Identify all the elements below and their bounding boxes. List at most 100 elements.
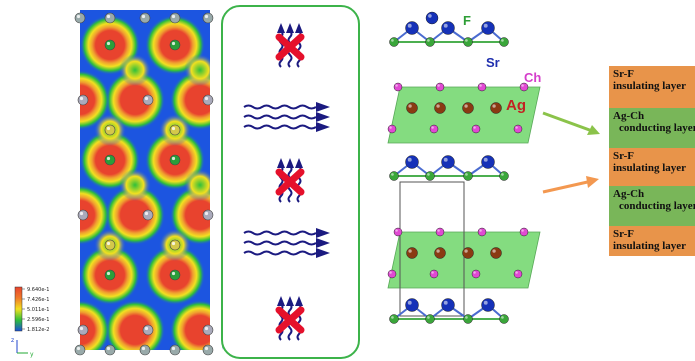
axes-indicator: z y [11,337,34,358]
map-atom [169,12,181,24]
map-atom [104,124,116,136]
sr-atom [481,155,495,169]
ag-atom [434,247,446,259]
ch-atom [429,269,439,279]
sr-atom [405,298,419,312]
density-blob [105,70,165,130]
map-atom [104,269,116,281]
layer-box-insulating: Sr-F insulating layer [609,148,695,186]
sr-atom [441,298,455,312]
layer-type: insulating layer [613,80,687,92]
f-atom [463,314,473,324]
ch-atom [435,227,445,237]
layer-box-insulating: Sr-F insulating layer [609,226,695,256]
ch-atom [393,82,403,92]
f-atom [499,314,509,324]
ag-atom [434,102,446,114]
ag-atom [490,247,502,259]
sr-label: Sr [486,55,500,70]
ag-label: Ag [506,97,526,114]
density-blob [105,185,165,245]
axis-y-label: y [30,351,34,358]
layer-type: conducting layer [619,200,695,212]
map-atom [142,94,154,106]
map-atom [169,154,181,166]
ch-atom [435,82,445,92]
sr-atom [405,21,419,35]
map-atom [169,39,181,51]
layer-name: Sr-F [613,150,634,162]
map-atom [169,344,181,356]
map-atom [202,94,214,106]
map-atom [104,12,116,24]
f-atom [389,314,399,324]
map-atom [142,324,154,336]
density-blob-small [184,54,216,86]
colorbar-tick-label: 1.812e-2 [27,327,49,333]
ag-atom [406,102,418,114]
map-atom [77,324,89,336]
f-label: F [463,13,471,28]
map-atom [139,12,151,24]
layer-box-conducting: Ag-Ch conducting layer [609,186,695,226]
f-atom [463,171,473,181]
ch-atom [477,82,487,92]
ch-atom [429,124,439,134]
layer-name: Sr-F [613,228,634,240]
f-atom [463,37,473,47]
crystal-structure: F Sr Ch Ag [387,11,541,324]
map-atom [77,209,89,221]
density-blob-small [184,169,216,201]
layer-box-insulating: Sr-F insulating layer [609,66,695,108]
ch-atom [471,269,481,279]
f-atom [425,314,435,324]
crystal-atoms [387,11,529,324]
map-atom [74,12,86,24]
colorbar-tick-label: 5.011e-1 [27,307,49,313]
colorbar-tick-label: 9.640e-1 [27,287,49,293]
map-atom [202,324,214,336]
sr-atom [425,11,439,25]
transport-panel [221,5,360,359]
layer-name: Ag-Ch [613,188,645,200]
ch-label: Ch [524,70,541,85]
ag-atom [490,102,502,114]
ch-atom [393,227,403,237]
colorbar: 9.640e-1 7.426e-1 5.011e-1 2.596e-1 1.812e-2 [14,286,49,333]
map-atom [169,124,181,136]
layer-type: insulating layer [613,162,687,174]
green-pointer-arrow [542,111,596,134]
blocked-transport-icon [275,23,305,68]
f-atom [389,37,399,47]
f-atom [389,171,399,181]
map-atom [74,344,86,356]
ag-atom [462,247,474,259]
sr-atom [481,21,495,35]
ch-atom [519,227,529,237]
ch-atom [471,124,481,134]
map-atom [169,239,181,251]
map-atom [77,94,89,106]
orange-pointer-arrow [542,179,593,194]
f-atom [425,37,435,47]
layer-box-conducting: Ag-Ch conducting layer [609,108,695,148]
agch-polyhedron [387,86,541,144]
map-atom [104,239,116,251]
axis-z-label: z [11,337,14,344]
f-atom [499,171,509,181]
layer-name: Sr-F [613,68,634,80]
ag-atom [406,247,418,259]
layer-type: conducting layer [619,122,695,134]
blocked-transport-icon [275,158,305,203]
sr-atom [441,21,455,35]
density-blob [105,300,165,360]
map-atom [142,209,154,221]
sr-atom [481,298,495,312]
density-blob-small [119,169,151,201]
sr-atom [441,155,455,169]
colorbar-tick-label: 7.426e-1 [27,297,49,303]
layer-name: Ag-Ch [613,110,645,122]
ch-atom [513,124,523,134]
colorbar-tick-label: 2.596e-1 [27,317,49,323]
ch-atom [513,269,523,279]
